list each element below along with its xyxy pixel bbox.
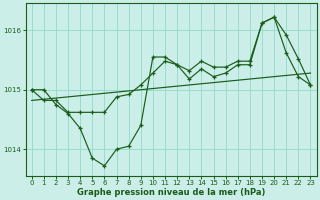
X-axis label: Graphe pression niveau de la mer (hPa): Graphe pression niveau de la mer (hPa) xyxy=(77,188,265,197)
